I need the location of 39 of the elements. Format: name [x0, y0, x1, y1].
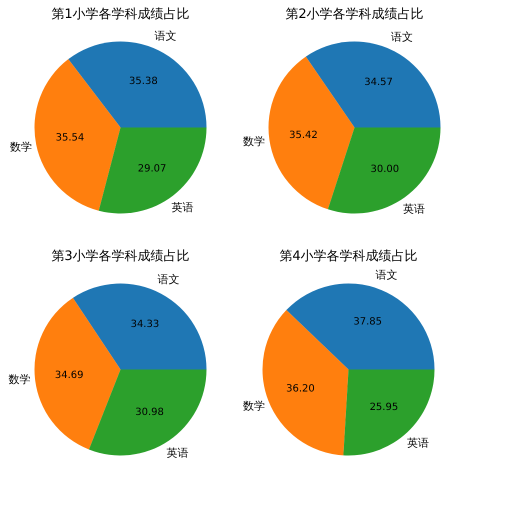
pie-slice	[268, 56, 354, 210]
data-label: 30.00	[370, 164, 400, 176]
slice-label: 语文	[375, 268, 398, 282]
data-label: 37.85	[353, 316, 382, 328]
slice-label: 英语	[407, 436, 430, 450]
slice-label: 英语	[166, 446, 189, 460]
data-label: 36.20	[286, 383, 315, 394]
slice-label: 语文	[157, 273, 180, 286]
data-label: 35.54	[56, 132, 84, 144]
slice-label: 数学	[243, 400, 266, 413]
pie-slice	[262, 310, 348, 456]
data-label: 34.57	[364, 76, 393, 88]
slice-label: 语文	[390, 30, 413, 44]
data-label: 30.98	[135, 407, 164, 418]
chart-title: 第4小学各学科成绩占比	[279, 249, 418, 264]
chart-title: 第2小学各学科成绩占比	[285, 7, 424, 22]
slice-label: 英语	[172, 200, 194, 214]
chart-title: 第3小学各学科成绩占比	[51, 249, 190, 264]
pie-slice	[68, 42, 206, 128]
pie-slice	[34, 59, 120, 211]
pie-slice	[72, 284, 206, 370]
slice-label: 数学	[8, 373, 31, 386]
pie-slice	[328, 128, 440, 214]
slice-label: 数学	[10, 140, 32, 154]
pie-slice	[343, 370, 434, 456]
slice-label: 数学	[243, 135, 266, 148]
data-label: 25.95	[370, 402, 398, 414]
slice-label: 英语	[403, 202, 426, 216]
data-label: 34.69	[54, 370, 84, 381]
pie-slice	[306, 42, 440, 128]
pie-slice	[34, 298, 120, 450]
data-label: 34.33	[130, 319, 160, 330]
data-label: 35.42	[289, 130, 318, 141]
chart-title: 第1小学各学科成绩占比	[51, 7, 190, 22]
pie-slice	[98, 128, 206, 214]
data-label: 29.07	[138, 163, 166, 174]
data-label: 35.38	[129, 76, 158, 88]
pie-slice	[286, 284, 434, 370]
slice-label: 语文	[154, 30, 176, 43]
